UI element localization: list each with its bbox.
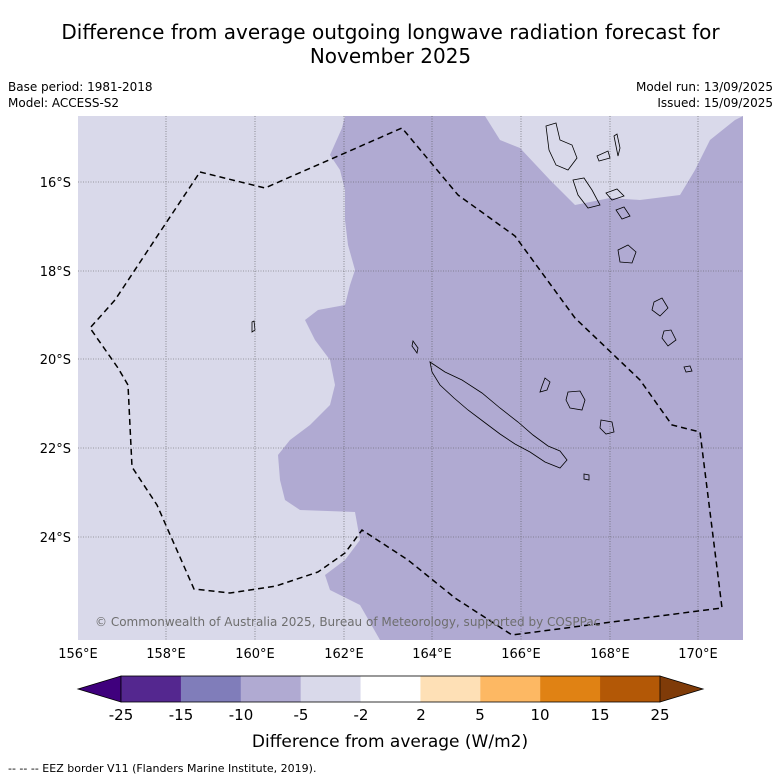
colorbar-box (121, 676, 182, 702)
lat-label: 24°S (40, 531, 71, 546)
espiritu-santo-island (545, 122, 578, 171)
new-caledonia-main-island (429, 361, 568, 469)
meta-right: Model run: 13/09/2025 Issued: 15/09/2025 (636, 79, 773, 111)
colorbar-tick: 25 (650, 706, 669, 724)
lon-label: 160°E (235, 647, 275, 662)
issued-date: Issued: 15/09/2025 (657, 96, 773, 110)
anomaly-region-minus-5 (278, 116, 743, 640)
lon-label: 168°E (590, 647, 630, 662)
chart-title: Difference from average outgoing longwav… (0, 20, 781, 68)
lon-label: 162°E (324, 647, 364, 662)
epi-island (615, 206, 631, 220)
colorbar-box (360, 676, 421, 702)
lat-label: 18°S (40, 265, 71, 280)
colorbar-tick: 15 (590, 706, 609, 724)
lat-label: 22°S (40, 442, 71, 457)
colorbar-tick: 5 (475, 706, 485, 724)
colorbar-box (300, 676, 362, 702)
graticule (78, 116, 743, 640)
colorbar-box (240, 676, 302, 702)
colorbar-ticks: -25 -15 -10 -5 -2 2 5 10 15 25 (109, 706, 670, 724)
colorbar-box (420, 676, 481, 702)
colorbar-box (540, 676, 601, 702)
malakula-island (572, 177, 601, 209)
maewo-island (613, 133, 621, 157)
colorbar-box (480, 676, 541, 702)
colorbar-outline (120, 675, 661, 703)
colorbar-box (600, 676, 661, 702)
efate-island (617, 244, 637, 264)
latitude-labels: 16°S 18°S 20°S 22°S 24°S (40, 176, 71, 546)
colorbar-lower-extension (76, 675, 122, 703)
colorbar: -25 -15 -10 -5 -2 2 5 10 15 25 Differenc… (76, 675, 705, 752)
chesterfield-islet (251, 320, 256, 333)
copyright-notice: © Commonwealth of Australia 2025, Bureau… (95, 615, 600, 629)
lat-label: 20°S (40, 353, 71, 368)
isle-of-pines (583, 473, 590, 481)
model-run: Model run: 13/09/2025 (635, 80, 773, 94)
colorbar-tick: -25 (109, 706, 134, 724)
lifou-island (565, 390, 586, 411)
aneityum-island (683, 365, 693, 373)
lon-label: 164°E (412, 647, 452, 662)
colorbar-boxes (121, 676, 661, 702)
erromango-island (651, 297, 669, 317)
lon-label: 166°E (501, 647, 541, 662)
colorbar-tick: 10 (530, 706, 549, 724)
colorbar-box (180, 676, 242, 702)
model-name: Model: ACCESS-S2 (8, 96, 120, 110)
belep-islands (411, 340, 419, 354)
eez-border (89, 127, 723, 636)
lon-label: 170°E (678, 647, 718, 662)
colorbar-tick: -10 (229, 706, 254, 724)
lon-label: 156°E (58, 647, 98, 662)
colorbar-tick: -5 (294, 706, 309, 724)
colorbar-tick: 2 (416, 706, 426, 724)
map-area (78, 116, 743, 640)
ambrym-island (605, 188, 625, 201)
colorbar-tick: -2 (354, 706, 369, 724)
colorbar-tick: -15 (169, 706, 194, 724)
ouvea-island (539, 377, 551, 393)
longitude-labels: 156°E 158°E 160°E 162°E 164°E 166°E 168°… (58, 647, 718, 662)
lat-label: 16°S (40, 176, 71, 191)
colorbar-title: Difference from average (W/m2) (252, 732, 528, 752)
tanna-island (661, 329, 677, 347)
title-line-2: November 2025 (309, 44, 472, 68)
meta-left: Base period: 1981-2018 Model: ACCESS-S2 (8, 79, 153, 111)
colorbar-upper-extension (659, 675, 705, 703)
mare-island (599, 419, 615, 435)
ambae-island (596, 150, 611, 162)
lon-label: 158°E (146, 647, 186, 662)
base-period: Base period: 1981-2018 (8, 80, 153, 94)
eez-footer-note: -- -- -- EEZ border V11 (Flanders Marine… (8, 762, 317, 775)
title-line-1: Difference from average outgoing longwav… (61, 20, 720, 44)
